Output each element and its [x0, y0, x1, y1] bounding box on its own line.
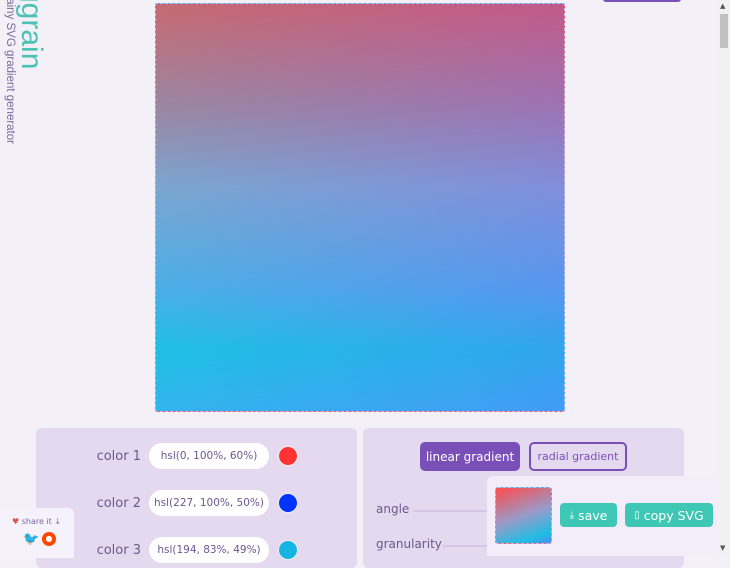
save-button[interactable]: ⤓ save [560, 503, 617, 527]
share-label: ♥ share it ↓ [12, 517, 62, 526]
color-row-1: color 1 [36, 443, 298, 469]
app-title: ggrain [15, 0, 48, 70]
color-3-input[interactable] [149, 537, 269, 563]
color-2-input[interactable] [149, 490, 269, 516]
heart-icon: ♥ [12, 517, 20, 526]
scrollbar[interactable]: ▲ ▼ [717, 0, 730, 554]
gradient-preview [155, 3, 565, 412]
reddit-icon[interactable]: ● [42, 532, 56, 546]
twitter-icon[interactable]: 🐦 [23, 532, 40, 547]
scrollbar-thumb[interactable] [720, 14, 728, 48]
linear-gradient-button[interactable]: linear gradient [420, 442, 520, 471]
color-label: color 1 [96, 448, 141, 464]
clipboard-icon: ▯ [634, 509, 640, 521]
scroll-up-icon[interactable]: ▲ [720, 2, 726, 10]
granularity-label: granularity [376, 537, 442, 551]
granularity-slider[interactable] [443, 545, 493, 547]
color-2-swatch[interactable] [278, 493, 298, 513]
color-label: color 2 [96, 495, 141, 511]
angle-slider[interactable] [413, 510, 493, 512]
gradient-thumbnail [495, 487, 552, 544]
color-row-3: color 3 [36, 537, 298, 563]
top-button[interactable] [603, 0, 681, 2]
brand: ggrain grainy SVG gradient generator [0, 0, 50, 160]
color-row-2: color 2 [36, 490, 298, 516]
angle-label: angle [376, 502, 410, 516]
copy-svg-button[interactable]: ▯ copy SVG [625, 503, 713, 527]
export-bar: ⤓ save ▯ copy SVG [487, 476, 717, 556]
colors-panel: color 1 color 2 color 3 [36, 428, 357, 568]
scroll-down-icon[interactable]: ▼ [720, 544, 726, 552]
share-widget: ♥ share it ↓ 🐦 ● [0, 508, 74, 558]
download-icon: ⤓ [569, 509, 575, 521]
app-subtitle: grainy SVG gradient generator [4, 0, 16, 144]
color-1-input[interactable] [149, 443, 269, 469]
color-1-swatch[interactable] [278, 446, 298, 466]
color-3-swatch[interactable] [278, 540, 298, 560]
radial-gradient-button[interactable]: radial gradient [529, 442, 627, 471]
